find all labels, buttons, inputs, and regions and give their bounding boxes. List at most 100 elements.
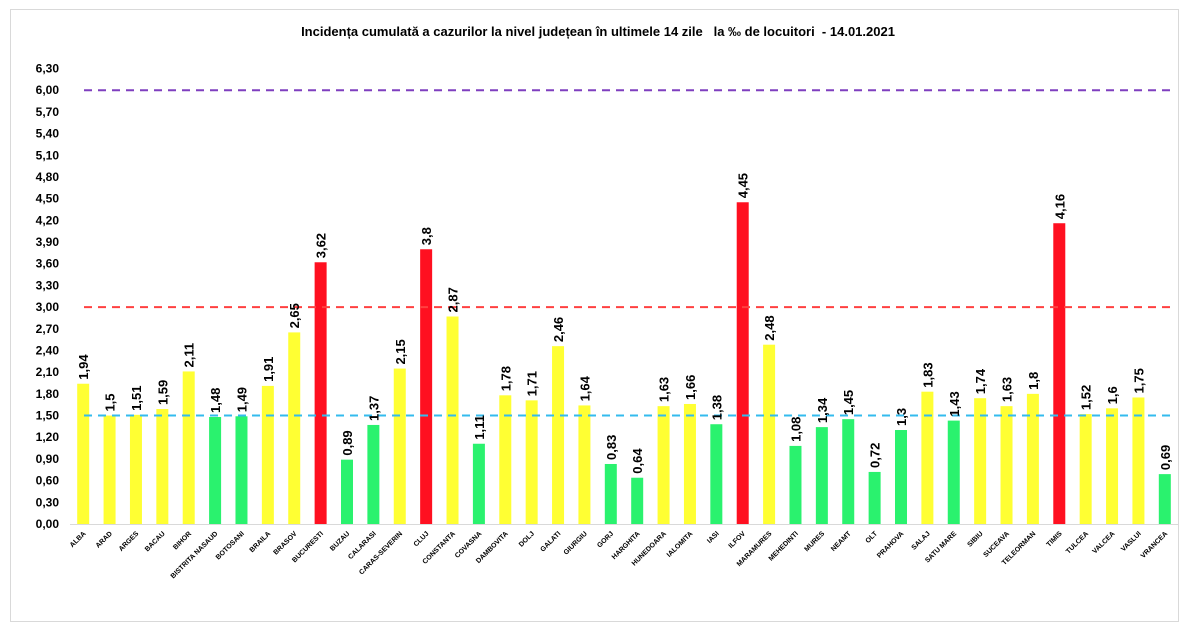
data-label: 4,16 <box>1052 194 1067 219</box>
bar-timis <box>1053 223 1066 524</box>
chart-frame <box>10 9 1179 622</box>
data-label: 1,43 <box>947 391 962 416</box>
data-label: 2,11 <box>182 343 197 368</box>
x-tick-label: BUZAU <box>329 530 351 552</box>
bar-hunedoara <box>657 406 670 524</box>
y-tick-label: 2,70 <box>36 322 60 336</box>
x-tick-label: CLUJ <box>413 530 431 548</box>
bar-alba <box>77 383 90 524</box>
data-label: 2,48 <box>762 315 777 340</box>
y-tick-label: 3,00 <box>36 300 60 314</box>
data-label: 0,72 <box>868 443 883 468</box>
y-axis: 0,00 0,30 0,60 0,90 1,20 1,50 1,80 2,10 2,40 2,70… <box>36 62 60 531</box>
y-tick-label: 3,30 <box>36 278 60 292</box>
y-tick-label: 5,40 <box>36 127 60 141</box>
bar-satu-mare <box>947 420 960 524</box>
bar-mures <box>815 427 828 524</box>
data-label: 1,83 <box>920 362 935 387</box>
bar-buzau <box>341 459 353 524</box>
bar-prahova <box>895 430 907 524</box>
y-tick-label: 3,90 <box>36 235 60 249</box>
data-label: 0,64 <box>630 448 645 474</box>
y-tick-label: 1,20 <box>36 430 60 444</box>
data-label: 1,51 <box>129 386 144 411</box>
y-tick-label: 5,70 <box>36 105 60 119</box>
x-tick-label: NEAMT <box>830 530 853 553</box>
y-tick-label: 0,00 <box>36 517 60 531</box>
x-tick-label: OLT <box>865 530 880 545</box>
x-tick-label: IASI <box>706 530 721 545</box>
data-label: 1,11 <box>472 415 487 440</box>
x-tick-label: ARAD <box>95 530 114 549</box>
data-label: 2,15 <box>393 339 408 364</box>
bar-iasi <box>710 424 723 524</box>
y-tick-label: 6,30 <box>36 62 60 76</box>
y-tick-label: 2,40 <box>36 343 60 357</box>
y-tick-label: 0,60 <box>36 474 60 488</box>
data-label: 1,59 <box>155 380 170 405</box>
y-tick-label: 2,10 <box>36 365 60 379</box>
y-tick-label: 6,00 <box>36 83 60 97</box>
reference-lines <box>84 89 1173 417</box>
bar-vrancea <box>1158 474 1171 524</box>
bar-neamt <box>842 419 855 524</box>
data-label: 1,49 <box>234 387 249 412</box>
data-label: 0,69 <box>1158 445 1173 470</box>
data-label: 1,94 <box>76 354 91 380</box>
x-tick-label: BISTRITA NASAUD <box>170 530 220 580</box>
bar-olt <box>868 471 881 524</box>
data-label: 0,83 <box>604 435 619 460</box>
bar-maramures <box>763 344 776 524</box>
bar-covasna <box>472 443 485 524</box>
bar-bacau <box>156 409 169 524</box>
x-tick-label: GIURGIU <box>563 530 589 556</box>
x-tick-label: DOLJ <box>518 530 536 548</box>
bar-salaj <box>921 391 934 524</box>
x-tick-label: GORJ <box>596 530 615 549</box>
bar-bucuresti <box>314 262 327 524</box>
data-label: 2,65 <box>287 303 302 328</box>
x-tick-label: ILFOV <box>728 530 748 550</box>
chart-title: Incidența cumulată a cazurilor la nivel … <box>301 24 895 39</box>
y-tick-label: 5,10 <box>36 148 60 162</box>
bars <box>77 202 1171 524</box>
y-tick-label: 4,50 <box>36 192 60 206</box>
data-label: 1,52 <box>1079 385 1094 410</box>
data-label: 2,46 <box>551 317 566 342</box>
bar-caras-severin <box>393 368 406 524</box>
data-label: 1,08 <box>788 417 803 442</box>
bar-ilfov <box>736 202 749 524</box>
data-label: 1,38 <box>709 395 724 420</box>
bar-dolj <box>525 400 538 524</box>
bar-calarasi <box>367 424 380 524</box>
bar-mehedinti <box>789 445 802 524</box>
bar-braila <box>261 385 274 524</box>
bar-arad <box>103 415 116 524</box>
x-tick-label: MURES <box>803 530 826 553</box>
x-tick-label: TIMIS <box>1046 530 1064 548</box>
data-label: 0,89 <box>340 430 355 455</box>
x-tick-label: ARGES <box>118 530 141 553</box>
bar-cluj <box>420 249 433 524</box>
data-labels: 1,94 1,5 1,51 1,59 2,11 1,48 1,49 1,91 2,65 3,62 0… <box>76 173 1173 474</box>
data-label: 1,34 <box>815 397 830 423</box>
x-tick-label: VRANCEA <box>1140 530 1169 559</box>
x-tick-label: GALATI <box>539 530 562 553</box>
data-label: 1,63 <box>1000 377 1015 402</box>
x-tick-label: IALOMITA <box>666 530 695 559</box>
x-tick-label: PRAHOVA <box>876 530 905 559</box>
bar-brasov <box>288 332 301 524</box>
bar-bistrita-nasaud <box>209 416 222 524</box>
x-tick-label: BOTOSANI <box>215 530 246 561</box>
data-label: 1,78 <box>498 366 513 391</box>
x-tick-label: ALBA <box>69 530 88 549</box>
x-tick-label: TULCEA <box>1065 530 1090 555</box>
x-tick-label: BACAU <box>144 530 167 553</box>
x-tick-label: SIBIU <box>966 530 984 548</box>
y-tick-label: 1,50 <box>36 409 60 423</box>
x-tick-label: BRASOV <box>273 530 299 556</box>
data-label: 1,8 <box>1026 372 1041 390</box>
bar-sibiu <box>974 398 987 524</box>
